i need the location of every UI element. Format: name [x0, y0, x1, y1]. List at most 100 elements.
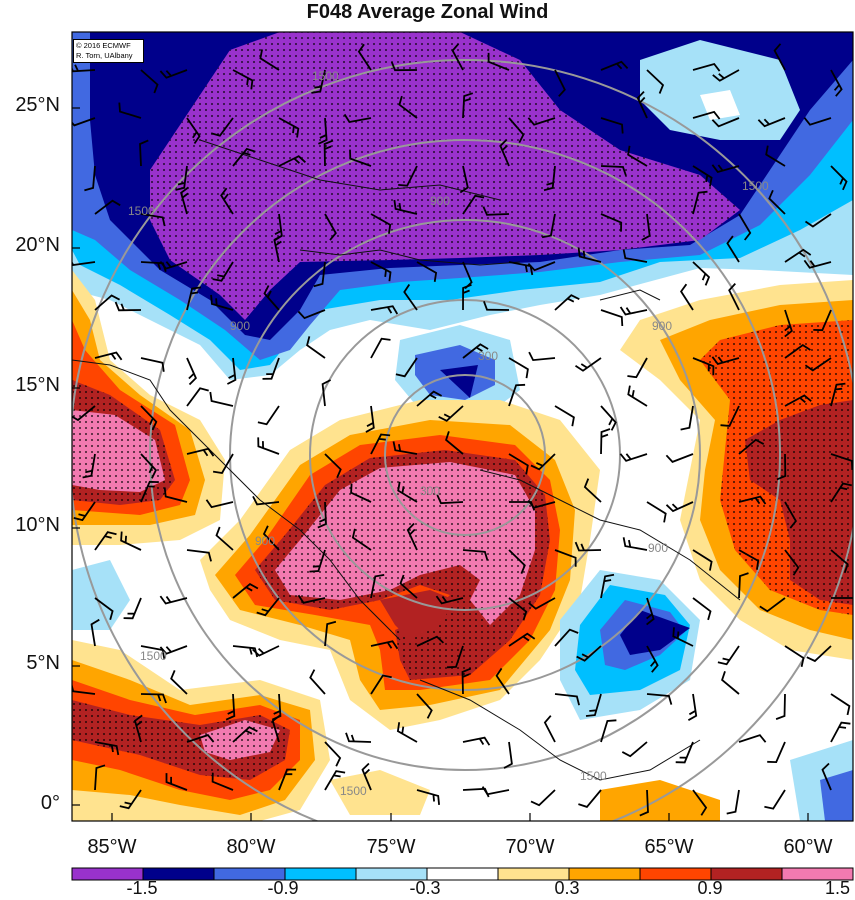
- wind-barb: [406, 522, 418, 551]
- wind-barb: [600, 165, 627, 176]
- wind-barb: [831, 597, 853, 601]
- wind-barb: [646, 645, 659, 673]
- lon-label-80w: 80°W: [226, 836, 276, 858]
- wind-barb: [324, 770, 346, 791]
- wind-barb: [600, 213, 623, 232]
- wind-barb: [251, 645, 280, 657]
- wind-barb: [370, 337, 391, 359]
- lat-label-25n: 25°N: [15, 94, 60, 116]
- colorbar: [71, 867, 854, 881]
- wind-barb: [578, 789, 602, 808]
- wind-barb: [361, 762, 372, 791]
- wind-barb: [232, 69, 254, 90]
- wind-barb: [692, 789, 708, 816]
- contour-label: 900: [255, 534, 275, 548]
- wind-barb: [165, 773, 188, 791]
- lon-label-65w: 65°W: [644, 836, 694, 858]
- wind-barb: [263, 285, 280, 311]
- wind-barb: [527, 499, 556, 509]
- wind-barb: [830, 482, 852, 503]
- wind-barb: [370, 574, 385, 599]
- wind-barb: [159, 261, 188, 270]
- wind-barb: [577, 247, 602, 263]
- wind-barb: [318, 117, 328, 145]
- wind-barb: [226, 357, 237, 385]
- wind-barb: [94, 351, 123, 361]
- wind-barb: [499, 138, 510, 167]
- wind-barb: [119, 789, 142, 810]
- central-pink-gap: [380, 590, 455, 640]
- wind-barb: [398, 95, 418, 119]
- wind-barb: [403, 284, 418, 311]
- wind-barb: [636, 90, 648, 119]
- lon-label-75w: 75°W: [366, 836, 416, 858]
- wind-barb: [72, 117, 96, 127]
- wind-barb: [508, 632, 536, 647]
- wind-barb: [370, 640, 399, 650]
- wind-barb: [262, 525, 280, 551]
- wind-barb: [163, 487, 188, 503]
- colorbar-label: -0.3: [409, 878, 441, 898]
- wind-barb: [600, 428, 611, 455]
- wind-barb: [159, 595, 188, 605]
- wind-barb: [215, 526, 234, 551]
- wind-barb: [687, 693, 698, 721]
- wind-barb: [803, 117, 832, 126]
- wind-barb: [554, 549, 577, 567]
- wind-barb: [600, 309, 624, 327]
- colorbar-label: -0.9: [267, 878, 299, 898]
- wind-barb: [622, 249, 648, 263]
- wind-barb: [446, 645, 464, 669]
- wind-barb: [273, 234, 283, 263]
- wind-barb: [317, 501, 327, 529]
- wind-barb: [712, 69, 740, 82]
- wind-barb: [830, 165, 848, 191]
- wind-barb: [784, 394, 812, 407]
- wind-barb: [784, 344, 811, 359]
- wind-barb: [140, 453, 157, 479]
- wind-barb: [140, 213, 166, 227]
- lon-label-60w: 60°W: [783, 836, 833, 858]
- wind-barb: [585, 693, 602, 717]
- wind-barb: [554, 628, 579, 647]
- wind-barb: [462, 549, 489, 561]
- wind-barb: [813, 309, 832, 332]
- wind-barb: [641, 213, 651, 241]
- wind-barb: [784, 248, 812, 263]
- wind-barb: [159, 69, 188, 79]
- wind-barb: [784, 549, 800, 576]
- central-positive-dots: [255, 450, 550, 680]
- wind-barb: [600, 117, 624, 134]
- west-positive-dots: [72, 380, 175, 505]
- wind-barb: [252, 495, 280, 506]
- wind-barb: [94, 294, 121, 311]
- coastlines: [72, 139, 741, 781]
- wind-barb: [370, 674, 392, 695]
- south-yellow-patch: [330, 770, 430, 815]
- wind-barb: [583, 478, 602, 503]
- wind-barb: [297, 594, 326, 604]
- wind-barb: [543, 715, 556, 743]
- wind-barb: [306, 336, 326, 359]
- wind-barb: [123, 597, 142, 620]
- credit-box: © 2016 ECMWF R. Torn, UAlbany: [73, 39, 144, 63]
- south-orange-patch: [600, 780, 720, 821]
- wind-barb: [711, 164, 740, 174]
- wind-barb: [416, 390, 443, 407]
- wind-barb: [140, 480, 159, 503]
- map-title: F048 Average Zonal Wind: [306, 1, 549, 23]
- wind-barb: [646, 69, 665, 94]
- lat-label-0: 0°: [40, 792, 60, 814]
- lon-label-85w: 85°W: [87, 836, 137, 858]
- wind-barb: [72, 261, 96, 266]
- wind-barb: [120, 531, 142, 551]
- wind-barb: [503, 741, 513, 769]
- wind-barb: [159, 645, 188, 655]
- contour-label-group: 1500 1500 1500 900 900 900 900 300 300 9…: [128, 69, 769, 798]
- wind-barb: [600, 573, 615, 599]
- wind-barb: [210, 294, 234, 311]
- lon-label-70w: 70°W: [505, 836, 555, 858]
- wind-barb: [621, 741, 648, 758]
- sw-negative-light: [72, 560, 130, 630]
- wind-barb: [600, 60, 629, 71]
